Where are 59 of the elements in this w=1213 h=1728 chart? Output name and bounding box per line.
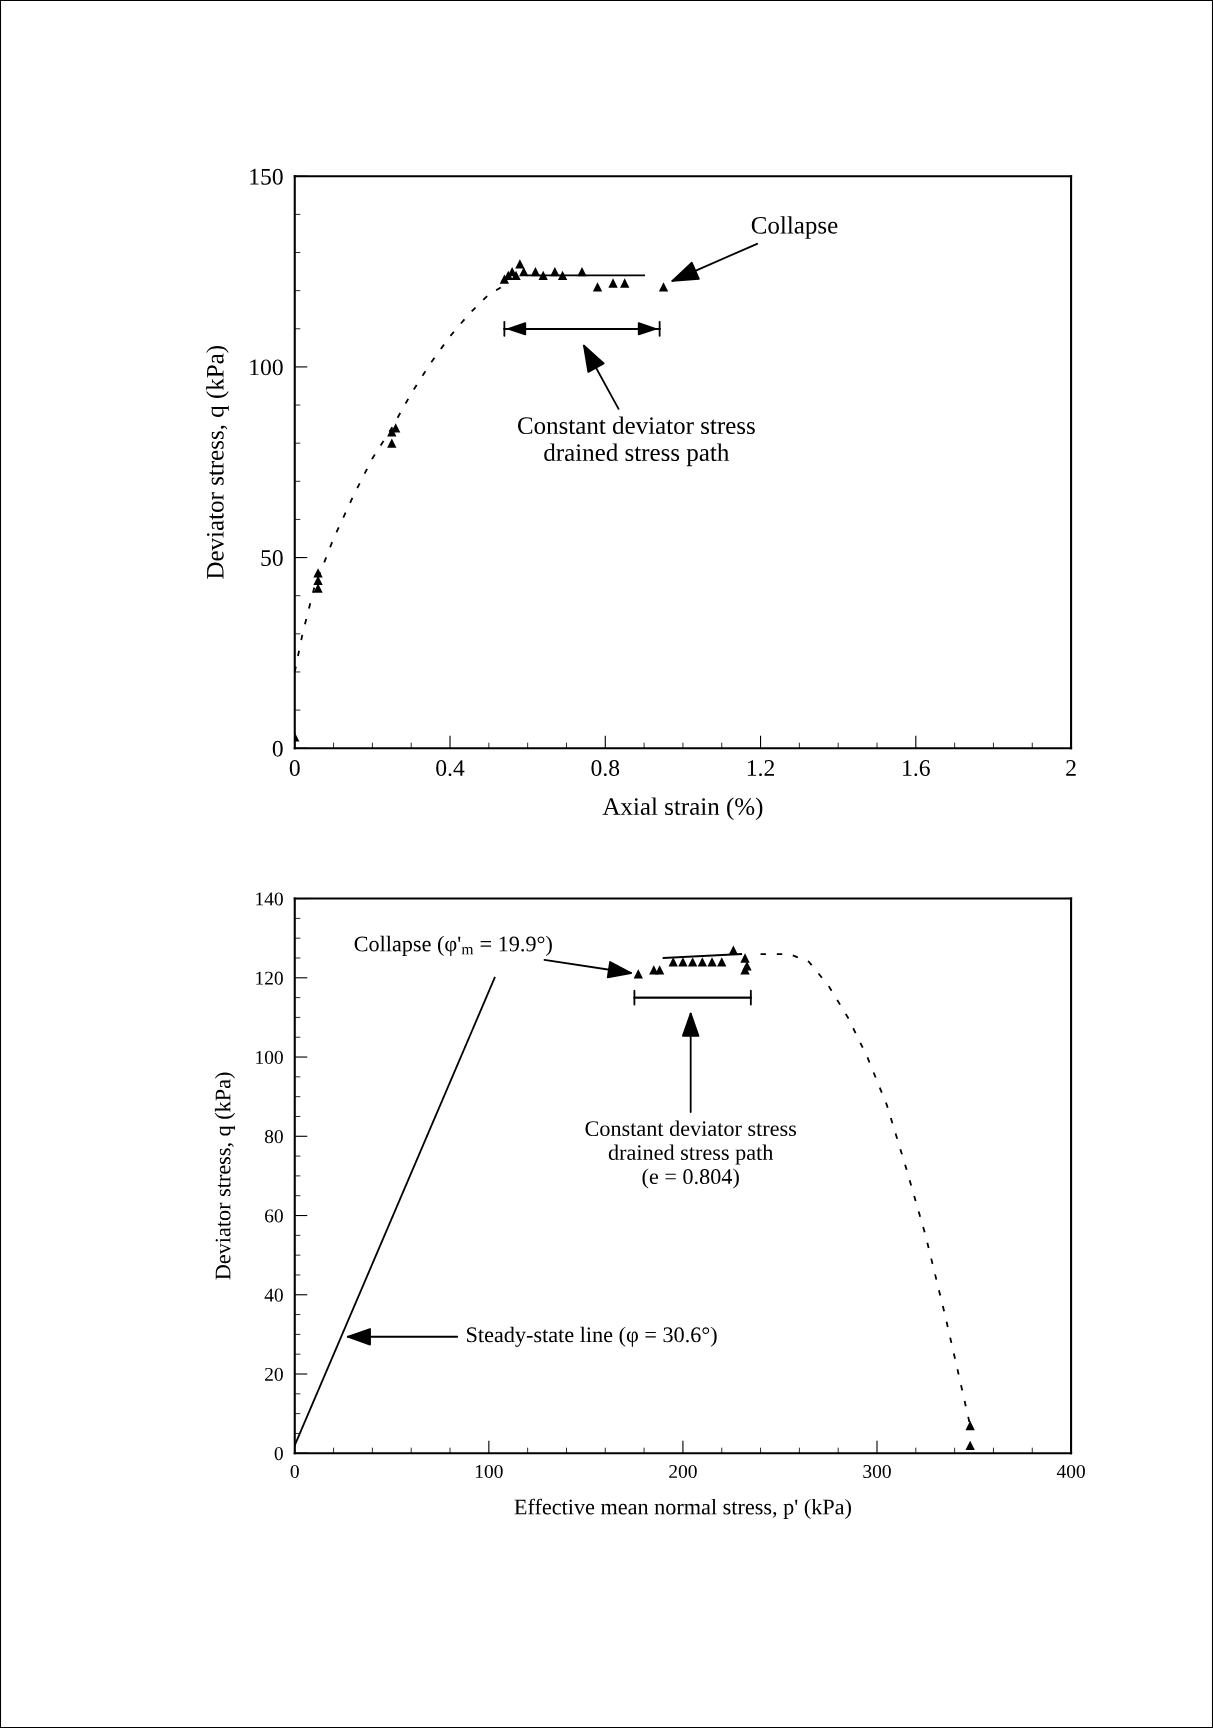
- y-tick-label: 0: [274, 1447, 283, 1461]
- point: [387, 438, 397, 448]
- x-tick-label: 200: [669, 1464, 697, 1479]
- point: [313, 568, 323, 578]
- y-tick-label: 20: [265, 1367, 283, 1381]
- x-axis-title: Axial strain (%): [602, 797, 763, 821]
- y-axis-title: Deviator stress, q (kPa): [214, 1072, 236, 1280]
- point: [550, 266, 560, 277]
- point: [538, 270, 548, 281]
- point: [608, 278, 618, 288]
- x-tick-label: 0: [290, 1464, 299, 1479]
- x-tick-label: 0.8: [591, 760, 620, 777]
- x-tick-label: 2: [1066, 760, 1076, 776]
- point: [620, 278, 630, 288]
- point: [687, 957, 698, 967]
- y-tick-label: 120: [256, 971, 283, 985]
- point: [557, 270, 568, 281]
- annotation: Collapse: [751, 216, 838, 239]
- annotation: Steady-state line (φ = 30.6°): [467, 1326, 717, 1347]
- x-tick-label: 1.2: [747, 760, 775, 777]
- point: [668, 957, 678, 967]
- point: [678, 957, 688, 967]
- y-tick-label: 140: [256, 892, 283, 906]
- point: [654, 965, 665, 975]
- x-tick-label: 1.6: [903, 760, 930, 777]
- point: [391, 423, 401, 433]
- y-tick-label: 50: [261, 550, 283, 566]
- y-tick-label: 80: [264, 1130, 283, 1144]
- annotation: Constant deviator stress drained stress path (e = 0.804): [585, 1120, 797, 1189]
- point: [717, 957, 727, 967]
- point: [577, 266, 587, 277]
- annotation: Constant deviator stress drained stress path: [517, 416, 755, 467]
- point: [519, 266, 529, 277]
- x-tick-label: 400: [1056, 1464, 1085, 1479]
- x-tick-label: 300: [863, 1464, 891, 1479]
- point: [697, 957, 707, 967]
- y-axis-title: Deviator stress, q (kPa): [206, 346, 229, 579]
- point: [740, 953, 750, 963]
- x-tick-label: 0.4: [436, 760, 465, 777]
- point: [965, 1420, 975, 1431]
- point: [740, 965, 750, 975]
- y-tick-label: 0: [272, 740, 283, 757]
- point: [707, 957, 717, 967]
- point: [728, 945, 739, 955]
- x-tick-label: 100: [475, 1464, 503, 1479]
- point: [511, 270, 521, 281]
- y-tick-label: 40: [264, 1288, 283, 1302]
- point: [530, 266, 541, 277]
- point: [658, 282, 669, 292]
- y-tick-label: 60: [265, 1209, 283, 1223]
- y-tick-label: 100: [256, 1050, 283, 1064]
- y-tick-label: 150: [250, 168, 283, 185]
- point: [592, 282, 603, 292]
- x-tick-label: 0: [289, 760, 300, 776]
- annotation: Collapse (φ'$_{m}$ = 19.9°): [354, 935, 552, 956]
- y-tick-label: 100: [250, 359, 283, 376]
- point: [515, 259, 525, 269]
- x-axis-title: Effective mean normal stress, p' (kPa): [514, 1498, 851, 1520]
- point: [965, 1440, 975, 1450]
